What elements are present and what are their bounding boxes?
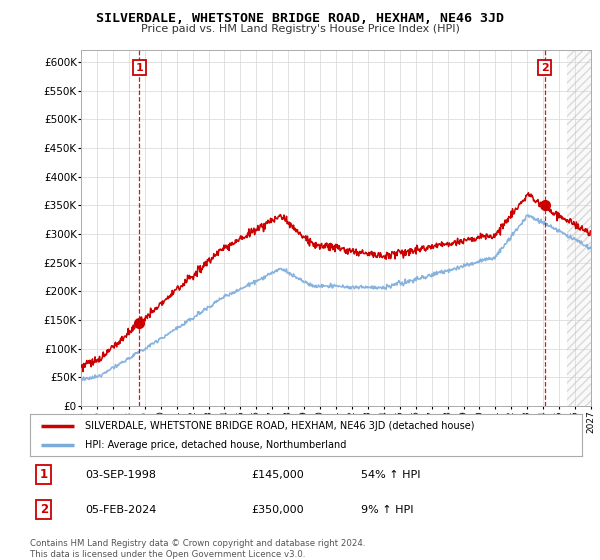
Text: Price paid vs. HM Land Registry's House Price Index (HPI): Price paid vs. HM Land Registry's House … [140,24,460,34]
Text: £145,000: £145,000 [251,470,304,479]
Text: SILVERDALE, WHETSTONE BRIDGE ROAD, HEXHAM, NE46 3JD: SILVERDALE, WHETSTONE BRIDGE ROAD, HEXHA… [96,12,504,25]
Text: 9% ↑ HPI: 9% ↑ HPI [361,505,414,515]
Text: 2: 2 [541,63,548,73]
Text: SILVERDALE, WHETSTONE BRIDGE ROAD, HEXHAM, NE46 3JD (detached house): SILVERDALE, WHETSTONE BRIDGE ROAD, HEXHA… [85,421,475,431]
Text: 54% ↑ HPI: 54% ↑ HPI [361,470,421,479]
Text: 1: 1 [40,468,48,481]
Text: 2: 2 [40,503,48,516]
Text: 03-SEP-1998: 03-SEP-1998 [85,470,156,479]
Text: 05-FEB-2024: 05-FEB-2024 [85,505,157,515]
Text: HPI: Average price, detached house, Northumberland: HPI: Average price, detached house, Nort… [85,440,347,450]
Text: 1: 1 [136,63,143,73]
Text: £350,000: £350,000 [251,505,304,515]
Text: Contains HM Land Registry data © Crown copyright and database right 2024.
This d: Contains HM Land Registry data © Crown c… [30,539,365,559]
